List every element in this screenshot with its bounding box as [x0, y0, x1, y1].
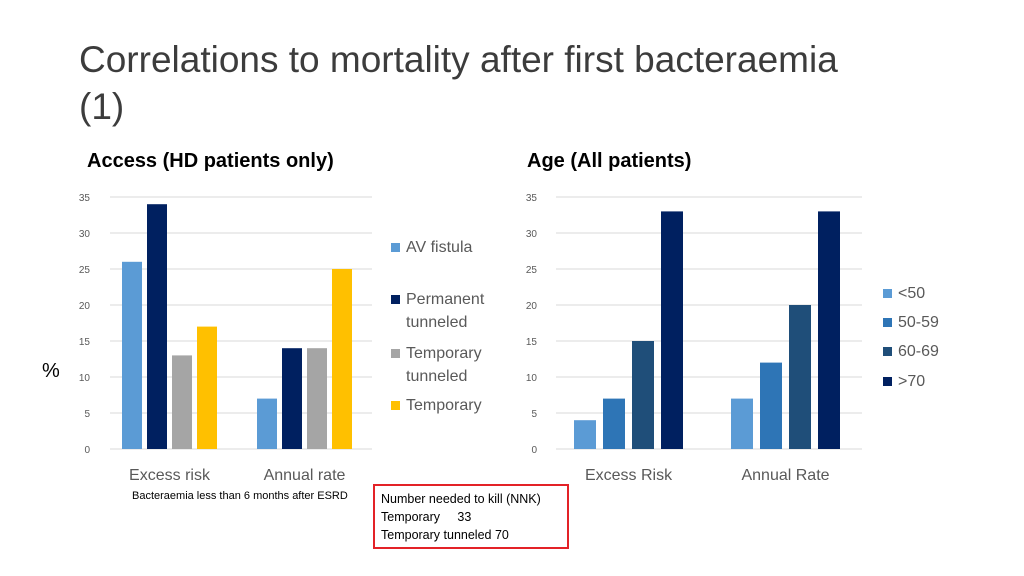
access-legend-label: AV fistula [406, 239, 473, 256]
age-legend-swatch [883, 318, 892, 327]
age-bar-0-2 [632, 341, 654, 449]
access-category-label: Annual rate [264, 467, 346, 484]
access-y-tick-label: 20 [79, 301, 91, 312]
page-title: Correlations to mortality after first ba… [79, 39, 838, 127]
y-unit-label: % [42, 360, 60, 382]
age-legend-label: >70 [898, 373, 926, 390]
access-y-tick-label: 10 [79, 373, 91, 384]
footnote: Bacteraemia less than 6 months after ESR… [132, 490, 348, 502]
age-bar-0-3 [661, 211, 683, 449]
access-bar-0-2 [172, 355, 192, 449]
age-legend-swatch [883, 289, 892, 298]
nnk-box: Number needed to kill (NNK) Temporary 33… [373, 484, 569, 549]
age-legend-label: 60-69 [898, 343, 939, 360]
access-legend-swatch [391, 243, 400, 252]
access-y-tick-label: 5 [84, 409, 90, 420]
nnk-temporary-label: Temporary [381, 510, 441, 524]
access-bar-0-3 [197, 326, 217, 449]
access-y-tick-label: 0 [84, 445, 90, 456]
age-y-tick-label: 10 [526, 373, 538, 384]
access-y-tick-label: 30 [79, 229, 91, 240]
access-legend-swatch [391, 349, 400, 358]
age-legend-swatch [883, 377, 892, 386]
nnk-line-2: Temporary 33 [381, 508, 561, 526]
access-bar-1-3 [332, 269, 352, 449]
access-legend-label: Permanent tunneled [406, 291, 485, 331]
access-legend-swatch [391, 401, 400, 410]
age-category-label: Excess Risk [585, 467, 673, 484]
age-y-tick-label: 0 [531, 445, 537, 456]
age-y-tick-label: 20 [526, 301, 538, 312]
access-legend-label: Temporary [406, 397, 482, 414]
age-legend-label: 50-59 [898, 314, 939, 331]
age-legend-swatch [883, 347, 892, 356]
age-bar-1-2 [789, 305, 811, 449]
access-y-tick-label: 25 [79, 265, 91, 276]
access-chart-title: Access (HD patients only) [87, 150, 334, 172]
nnk-line-1: Number needed to kill (NNK) [381, 492, 541, 506]
nnk-temporary-value: 33 [457, 510, 472, 524]
access-y-tick-label: 35 [79, 193, 91, 204]
age-bar-1-1 [760, 362, 782, 449]
access-bar-0-1 [147, 204, 167, 449]
access-bar-1-1 [282, 348, 302, 449]
age-category-label: Annual Rate [741, 467, 829, 484]
age-y-tick-label: 5 [531, 409, 537, 420]
access-y-tick-label: 15 [79, 337, 91, 348]
age-legend-label: <50 [898, 285, 926, 302]
access-bar-1-2 [307, 348, 327, 449]
age-y-tick-label: 35 [526, 193, 538, 204]
access-bar-1-0 [257, 398, 277, 449]
age-y-tick-label: 15 [526, 337, 538, 348]
age-bar-0-0 [574, 420, 596, 449]
age-bar-0-1 [603, 398, 625, 449]
nnk-line-3: Temporary tunneled 70 [381, 528, 509, 542]
age-bar-1-3 [818, 211, 840, 449]
age-bar-1-0 [731, 398, 753, 449]
access-legend-label: Temporary tunneled [406, 345, 482, 385]
access-category-label: Excess risk [129, 467, 211, 484]
age-chart-title: Age (All patients) [527, 150, 692, 172]
access-legend-swatch [391, 295, 400, 304]
access-bar-0-0 [122, 261, 142, 449]
age-y-tick-label: 30 [526, 229, 538, 240]
age-y-tick-label: 25 [526, 265, 538, 276]
